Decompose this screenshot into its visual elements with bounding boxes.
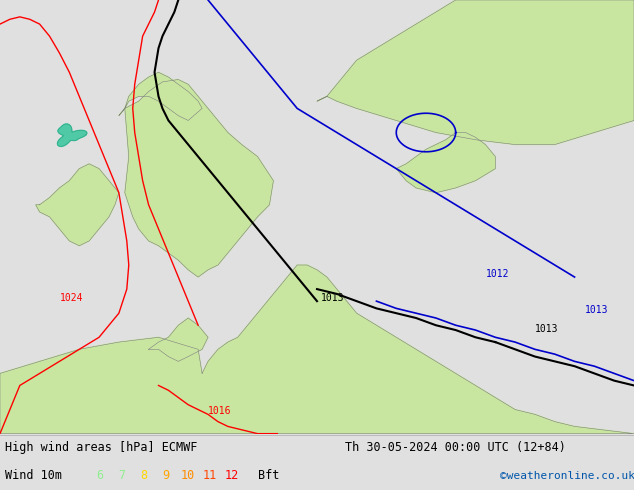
Text: ©weatheronline.co.uk: ©weatheronline.co.uk [500,471,634,481]
Polygon shape [57,124,87,147]
Polygon shape [125,79,273,277]
Text: 8: 8 [141,469,148,483]
Text: 10: 10 [181,469,195,483]
Polygon shape [36,164,119,246]
Text: 9: 9 [162,469,169,483]
Text: 1016: 1016 [208,406,231,416]
Text: Bft: Bft [258,469,280,483]
Text: 1012: 1012 [486,269,509,279]
Text: 1013: 1013 [321,293,344,303]
Text: High wind areas [hPa] ECMWF: High wind areas [hPa] ECMWF [5,441,197,454]
Polygon shape [396,132,495,193]
Text: 11: 11 [203,469,217,483]
Text: 6: 6 [96,469,103,483]
Text: 7: 7 [119,469,126,483]
Polygon shape [119,72,202,121]
Text: 1013: 1013 [535,324,559,335]
Polygon shape [148,318,208,361]
Text: Th 30-05-2024 00:00 UTC (12+84): Th 30-05-2024 00:00 UTC (12+84) [345,441,566,454]
Text: 1013: 1013 [585,305,608,315]
Polygon shape [317,0,634,145]
Text: 1024: 1024 [60,293,83,303]
Text: 12: 12 [225,469,239,483]
Polygon shape [0,265,634,434]
Text: Wind 10m: Wind 10m [5,469,62,483]
